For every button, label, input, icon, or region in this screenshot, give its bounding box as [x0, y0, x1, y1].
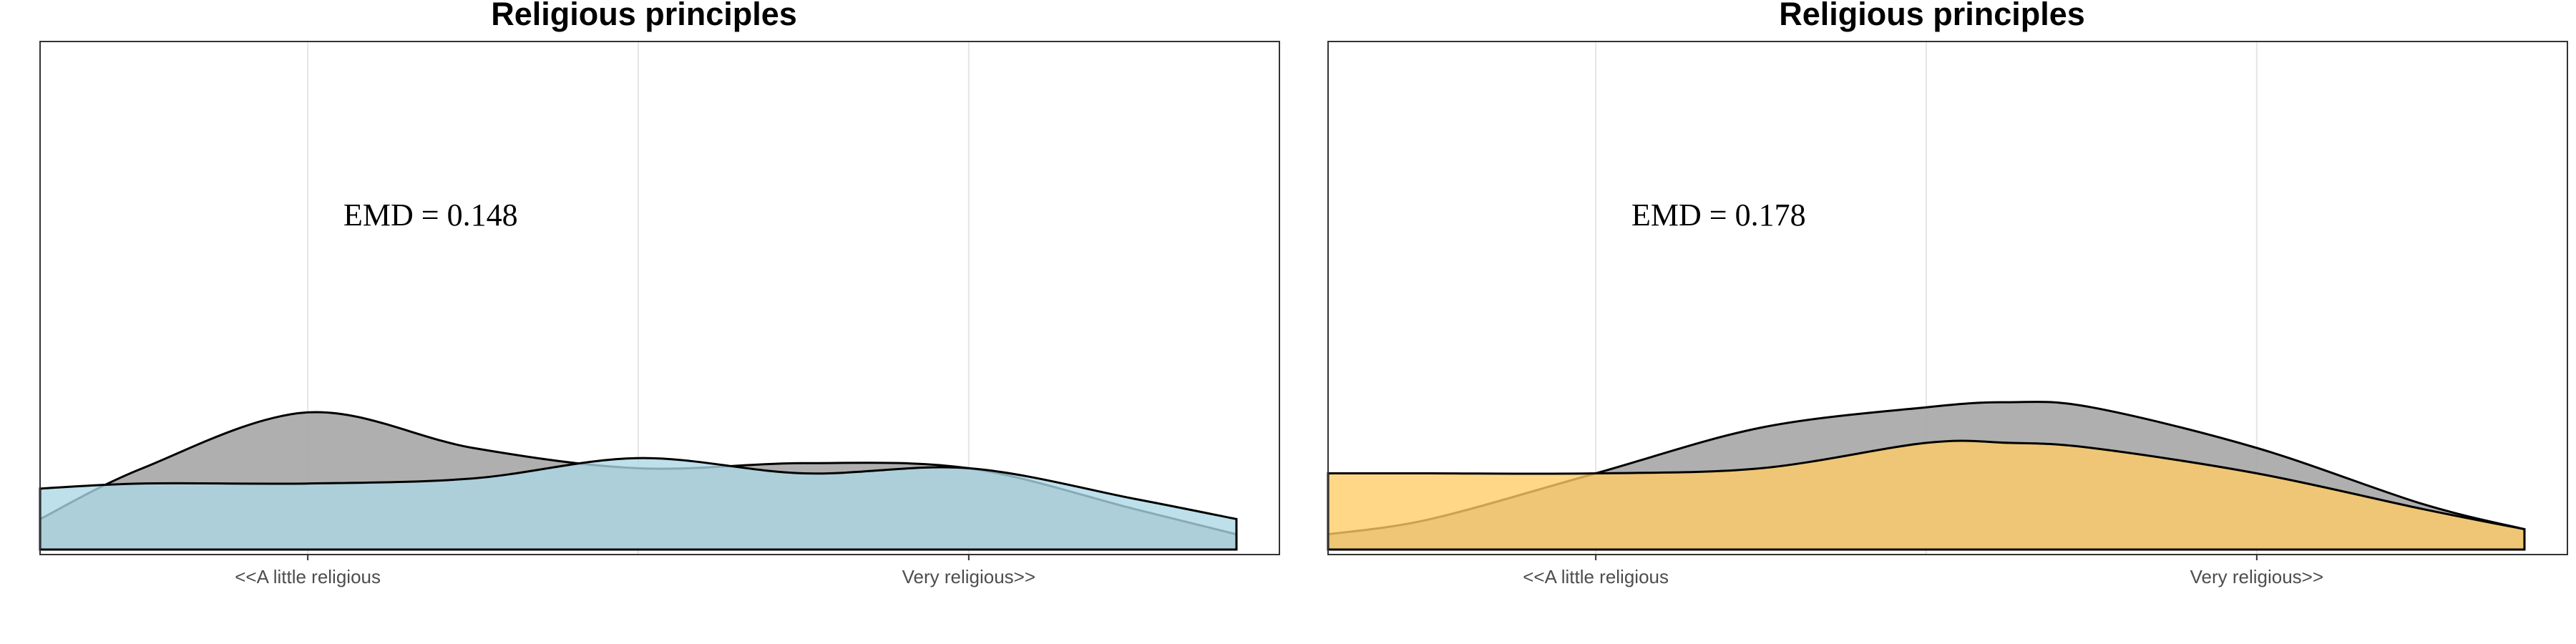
- chart-title: Religious principles: [1779, 0, 2085, 32]
- emd-annotation: EMD = 0.148: [343, 197, 518, 233]
- emd-annotation: EMD = 0.178: [1631, 197, 1806, 233]
- chart-panel-left: Religious principles <<A little religiou…: [39, 0, 1280, 587]
- x-tick-label: Very religious>>: [902, 566, 1035, 587]
- panel-border: [39, 41, 1280, 555]
- chart-panel-right: Religious principles <<A little religiou…: [1288, 0, 2576, 644]
- density-area-2: [39, 457, 1238, 551]
- x-tick-label: Very religious>>: [2190, 566, 2323, 587]
- density-area-2: [1327, 439, 2526, 551]
- x-tick-label: <<A little religious: [235, 566, 381, 587]
- panel-border: [1327, 41, 2568, 555]
- chart-title: Religious principles: [491, 0, 797, 32]
- density-plot-left: <<A little religious Very religious>> EMD …: [39, 41, 1280, 587]
- x-tick-label: <<A little religious: [1523, 566, 1669, 587]
- density-plot-right: <<A little religious Very religious>> EMD …: [1327, 41, 2568, 587]
